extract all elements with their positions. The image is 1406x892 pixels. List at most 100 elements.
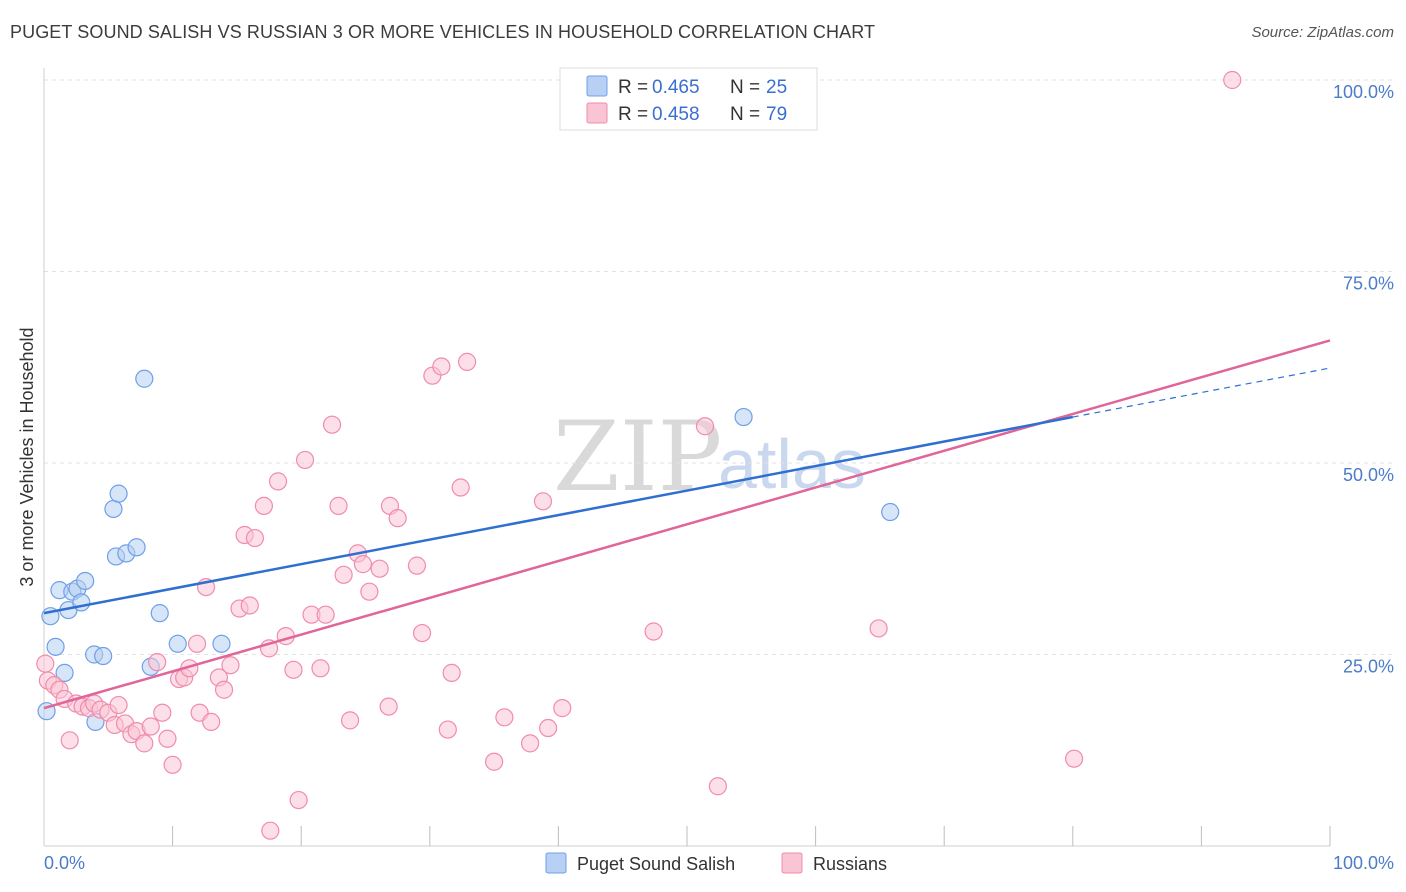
data-point xyxy=(158,729,177,748)
data-point xyxy=(388,509,407,528)
data-point xyxy=(1223,70,1242,90)
data-point xyxy=(316,605,335,624)
y-tick-label: 100.0% xyxy=(1333,82,1394,102)
data-point xyxy=(150,604,169,623)
series-legend-label-puget: Puget Sound Salish xyxy=(577,854,735,874)
trend-lines xyxy=(43,339,1331,710)
data-point xyxy=(104,499,123,519)
data-point xyxy=(553,699,572,718)
data-point xyxy=(212,634,231,653)
data-point xyxy=(289,790,308,810)
data-point xyxy=(187,634,207,653)
watermark-zip: ZIP xyxy=(553,401,722,513)
data-point xyxy=(322,415,342,434)
data-point xyxy=(261,821,280,840)
series-russians xyxy=(36,70,1242,840)
data-point xyxy=(451,478,470,497)
data-point xyxy=(495,708,514,727)
data-point xyxy=(46,637,65,656)
data-point xyxy=(135,369,154,388)
data-point xyxy=(329,496,348,515)
trend-line-puget xyxy=(43,415,1074,615)
series-legend-swatch-russians xyxy=(781,852,803,874)
data-point xyxy=(36,654,55,673)
y-tick-labels: 25.0% 50.0% 75.0% 100.0% xyxy=(1333,82,1394,677)
data-point xyxy=(55,663,74,682)
data-point xyxy=(708,777,727,796)
source-label: Source: ZipAtlas.com xyxy=(1251,24,1394,41)
legend-swatch-puget xyxy=(586,75,608,97)
data-points xyxy=(36,70,1242,840)
data-point xyxy=(432,357,451,376)
data-point xyxy=(533,492,553,511)
data-point xyxy=(457,352,477,371)
data-point xyxy=(360,582,379,601)
legend-n-value-2: 79 xyxy=(766,104,787,125)
data-point xyxy=(168,634,187,653)
data-point xyxy=(734,407,753,427)
data-point xyxy=(202,712,221,732)
data-point xyxy=(245,528,265,548)
series-legend-label-russians: Russians xyxy=(813,854,887,874)
data-point xyxy=(94,646,113,666)
legend-r-value-1: 0.465 xyxy=(652,77,700,98)
y-axis-title: 3 or more Vehicles in Household xyxy=(17,327,37,586)
chart-title: PUGET SOUND SALISH VS RUSSIAN 3 OR MORE … xyxy=(10,22,876,42)
series-legend: Puget Sound Salish Russians xyxy=(545,852,887,874)
data-point xyxy=(644,622,663,641)
data-point xyxy=(163,755,182,774)
data-point xyxy=(438,720,457,739)
data-point xyxy=(127,538,146,557)
data-point xyxy=(214,680,234,699)
gridlines xyxy=(44,79,1394,655)
data-point xyxy=(353,555,373,574)
data-point xyxy=(485,752,504,771)
data-point xyxy=(695,417,715,436)
data-point xyxy=(148,653,167,672)
data-point xyxy=(141,717,160,736)
data-point xyxy=(284,660,303,679)
data-point xyxy=(407,556,427,575)
legend-r-label-1: R = xyxy=(618,77,648,98)
data-point xyxy=(153,703,172,722)
data-point xyxy=(412,623,432,643)
data-point xyxy=(881,502,900,522)
data-point xyxy=(334,565,353,584)
y-tick-label: 75.0% xyxy=(1343,274,1394,294)
data-point xyxy=(60,731,79,750)
data-point xyxy=(340,711,360,730)
data-point xyxy=(221,656,240,675)
stats-legend: R = 0.465 N = 25 R = 0.458 N = 79 xyxy=(559,67,818,131)
legend-swatch-russians xyxy=(586,102,608,124)
legend-n-value-1: 25 xyxy=(766,77,787,98)
y-tick-label: 25.0% xyxy=(1343,657,1394,677)
data-point xyxy=(109,695,128,715)
data-point xyxy=(442,663,461,682)
data-point xyxy=(539,718,558,738)
data-point xyxy=(109,484,128,503)
legend-n-label-1: N = xyxy=(730,77,760,98)
data-point xyxy=(1064,749,1084,768)
data-point xyxy=(869,619,888,638)
data-point xyxy=(76,571,95,591)
y-tick-label: 50.0% xyxy=(1343,465,1394,485)
data-point xyxy=(311,659,330,678)
data-point xyxy=(295,450,315,470)
legend-r-label-2: R = xyxy=(618,104,648,125)
data-point xyxy=(379,697,398,716)
data-point xyxy=(240,596,259,615)
x-ticks xyxy=(172,826,1331,846)
x-tick-label-right: 100.0% xyxy=(1333,853,1394,873)
data-point xyxy=(521,734,540,753)
x-tick-label-left: 0.0% xyxy=(44,853,85,873)
data-point xyxy=(135,734,154,753)
legend-r-value-2: 0.458 xyxy=(652,104,700,125)
data-point xyxy=(254,496,274,515)
trend-line-puget-extension xyxy=(1072,367,1331,418)
data-point xyxy=(268,472,288,491)
data-point xyxy=(370,559,389,578)
series-legend-swatch-puget xyxy=(545,852,567,874)
watermark-atlas: atlas xyxy=(718,425,866,503)
legend-n-label-2: N = xyxy=(730,104,760,125)
